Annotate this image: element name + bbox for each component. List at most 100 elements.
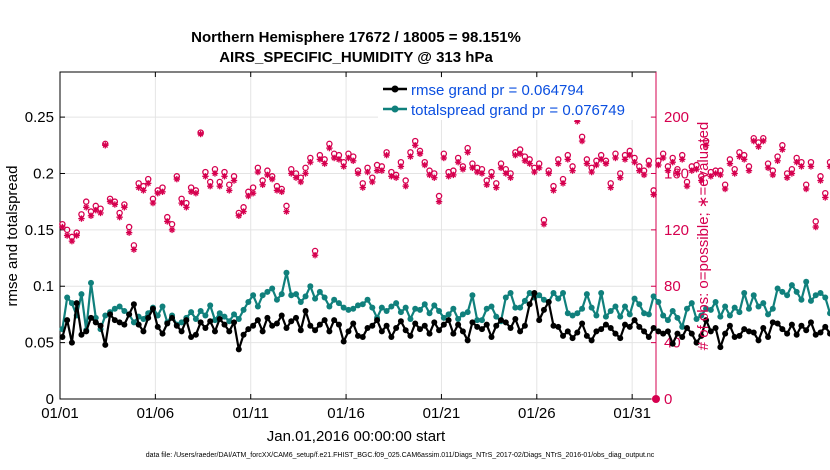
obs-evaluated-point: [221, 173, 228, 180]
rmse-point: [250, 322, 257, 329]
rmse-point: [126, 311, 133, 318]
obs-possible-point: [82, 198, 90, 205]
totalspread-point: [254, 303, 261, 310]
totalspread-point: [793, 288, 800, 295]
obs-evaluated-point: [535, 164, 543, 172]
totalspread-point: [550, 290, 557, 297]
obs-evaluated-point: [736, 153, 743, 160]
totalspread-point: [622, 303, 629, 310]
rmse-point: [149, 305, 156, 312]
rmse-point: [822, 323, 829, 330]
rmse-point: [426, 330, 433, 337]
rmse-point: [307, 322, 314, 329]
obs-evaluated-point: [612, 154, 619, 162]
rmse-point: [602, 321, 609, 328]
obs-evaluated-point: [540, 221, 548, 228]
rmse-point: [226, 328, 233, 335]
rmse-point: [540, 306, 547, 313]
obs-evaluated-point: [445, 173, 452, 180]
obs-evaluated-point: [345, 154, 352, 162]
right-y-tick-label: 120: [664, 222, 689, 239]
rmse-point: [173, 322, 180, 329]
legend-rmse-label: rmse grand pr = 0.064794: [411, 82, 584, 99]
x-tick-label: 01/01: [41, 405, 79, 422]
obs-evaluated-point: [59, 223, 66, 231]
totalspread-point: [464, 309, 471, 316]
totalspread-point: [216, 310, 223, 317]
grid-lines: [59, 72, 656, 400]
rmse-point: [521, 322, 528, 329]
rmse-point: [431, 319, 438, 326]
totalspread-point: [798, 296, 805, 303]
rmse-point: [798, 322, 805, 329]
obs-evaluated-point: [226, 187, 233, 194]
x-tick-label: 01/11: [233, 405, 269, 422]
obs-evaluated-point: [812, 223, 819, 231]
obs-evaluated-point: [78, 215, 85, 222]
obs-evaluated-point: [664, 167, 672, 174]
rmse-point: [269, 322, 276, 329]
obs-evaluated-point: [569, 167, 576, 174]
rmse-point: [760, 324, 767, 331]
rmse-point: [707, 328, 714, 335]
rmse-point: [507, 324, 514, 331]
totalspread-point: [231, 311, 238, 318]
obs-evaluated-point: [516, 150, 524, 157]
obs-evaluated-point: [140, 187, 147, 194]
obs-evaluated-point: [321, 160, 328, 167]
rmse-point: [698, 332, 705, 339]
rmse-point: [273, 320, 280, 327]
totalspread-point: [636, 301, 643, 308]
totalspread-point: [278, 291, 285, 298]
obs-evaluated-point: [702, 142, 710, 149]
totalspread-point: [326, 303, 333, 310]
rmse-point: [231, 319, 238, 326]
totalspread-point: [807, 297, 814, 304]
obs-evaluated-point: [817, 177, 824, 184]
legend-background: [378, 78, 650, 120]
totalspread-point: [722, 303, 729, 310]
rmse-point: [765, 333, 772, 340]
obs-evaluated-point: [297, 178, 304, 186]
totalspread-point: [245, 299, 252, 306]
rmse-point: [207, 318, 214, 325]
rmse-point: [779, 326, 786, 333]
obs-possible-point: [125, 223, 133, 231]
rmse-point: [784, 330, 791, 337]
rmse-point: [555, 323, 562, 330]
obs-evaluated-point: [493, 184, 500, 191]
rmse-point: [59, 333, 66, 340]
rmse-point: [493, 322, 500, 329]
totalspread-point: [726, 312, 733, 319]
rmse-point: [636, 323, 643, 330]
rmse-point: [397, 318, 404, 325]
totalspread-point: [612, 303, 619, 310]
totalspread-point: [760, 300, 767, 307]
rmse-point: [278, 312, 285, 319]
totalspread-point: [788, 282, 795, 289]
obs-evaluated-point: [68, 237, 76, 245]
obs-count-series: [59, 115, 830, 403]
obs-evaluated-point: [421, 161, 428, 169]
obs-evaluated-point: [316, 156, 324, 163]
rmse-point: [622, 321, 629, 328]
rmse-point: [750, 329, 757, 336]
totalspread-point: [812, 292, 819, 299]
totalspread-point: [679, 323, 686, 330]
obs-evaluated-point: [145, 180, 152, 187]
totalspread-point: [397, 309, 404, 316]
left-y-tick-label: 0.2: [33, 165, 54, 182]
totalspread-point: [78, 291, 85, 298]
rmse-point: [755, 337, 762, 344]
totalspread-point: [273, 296, 280, 303]
totalspread-point: [378, 304, 385, 311]
totalspread-point: [769, 305, 776, 312]
obs-evaluated-point: [383, 151, 390, 159]
obs-evaluated-point: [526, 160, 533, 167]
totalspread-point: [359, 301, 366, 308]
obs-evaluated-point: [178, 199, 185, 207]
rmse-point: [169, 314, 176, 321]
totalspread-point: [579, 305, 586, 312]
rmse-point: [374, 317, 381, 324]
totalspread-point: [393, 300, 400, 307]
